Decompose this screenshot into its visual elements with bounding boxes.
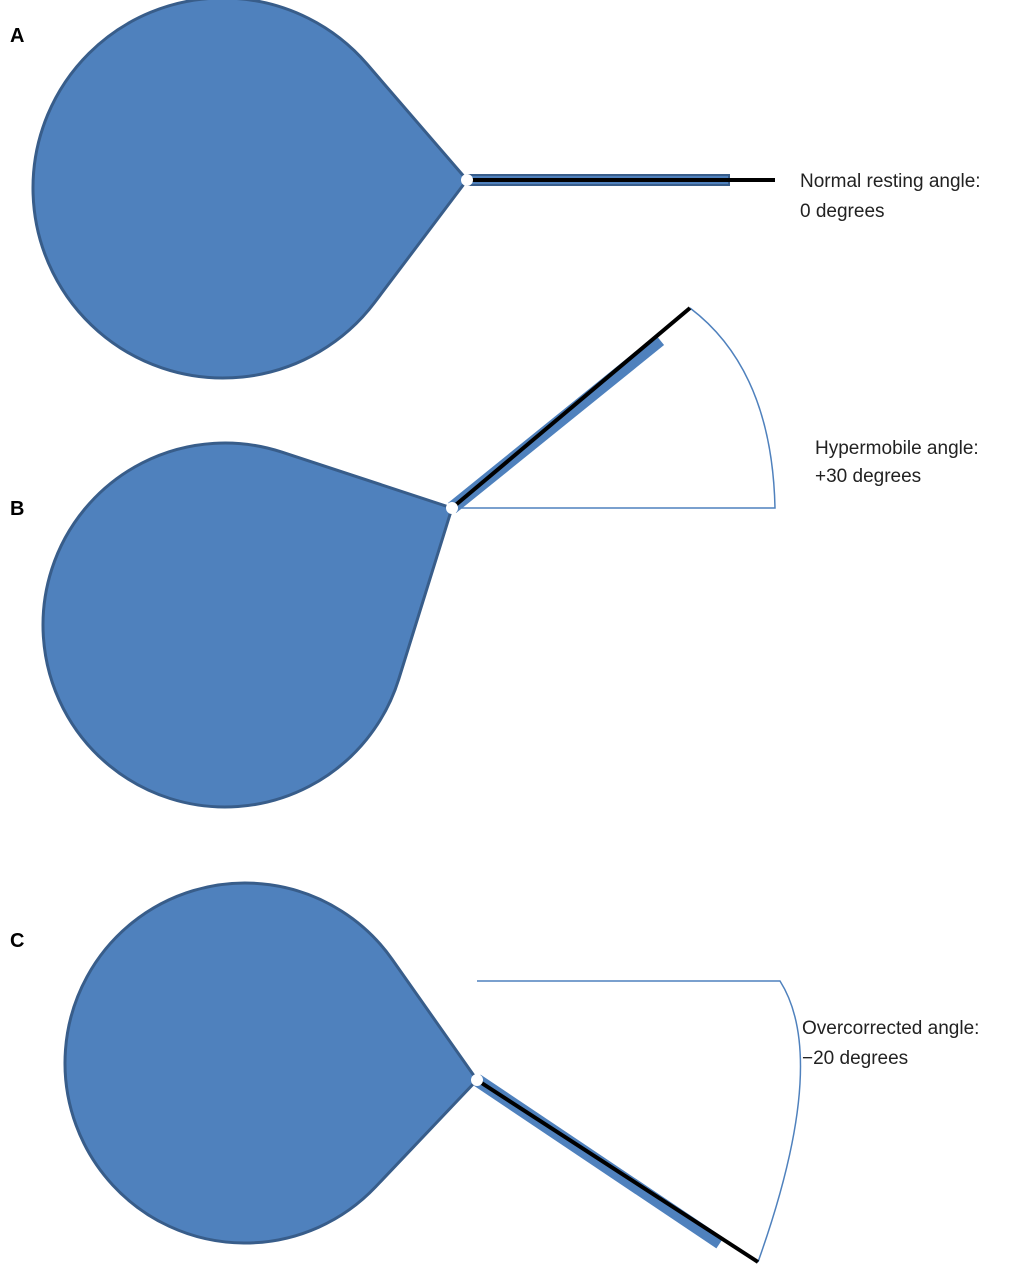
caption: Hypermobile angle: bbox=[815, 438, 979, 459]
pivot bbox=[461, 174, 473, 186]
pivot bbox=[471, 1074, 483, 1086]
pivot bbox=[446, 502, 458, 514]
caption: 0 degrees bbox=[800, 201, 885, 222]
caption: +30 degrees bbox=[815, 466, 921, 487]
teardrop bbox=[41, 441, 454, 809]
axis-line bbox=[450, 306, 692, 510]
teardrop bbox=[63, 881, 479, 1245]
teardrop bbox=[31, 0, 469, 380]
axis-line bbox=[475, 1078, 760, 1264]
caption: Normal resting angle: bbox=[800, 171, 981, 192]
angle-arc bbox=[452, 307, 776, 509]
panel-label: B bbox=[10, 498, 24, 520]
panel-label: A bbox=[10, 25, 24, 47]
panel-label: C bbox=[10, 930, 24, 952]
caption: Overcorrected angle: bbox=[802, 1018, 979, 1039]
angle-arc bbox=[477, 980, 802, 1263]
caption: −20 degrees bbox=[802, 1048, 908, 1069]
